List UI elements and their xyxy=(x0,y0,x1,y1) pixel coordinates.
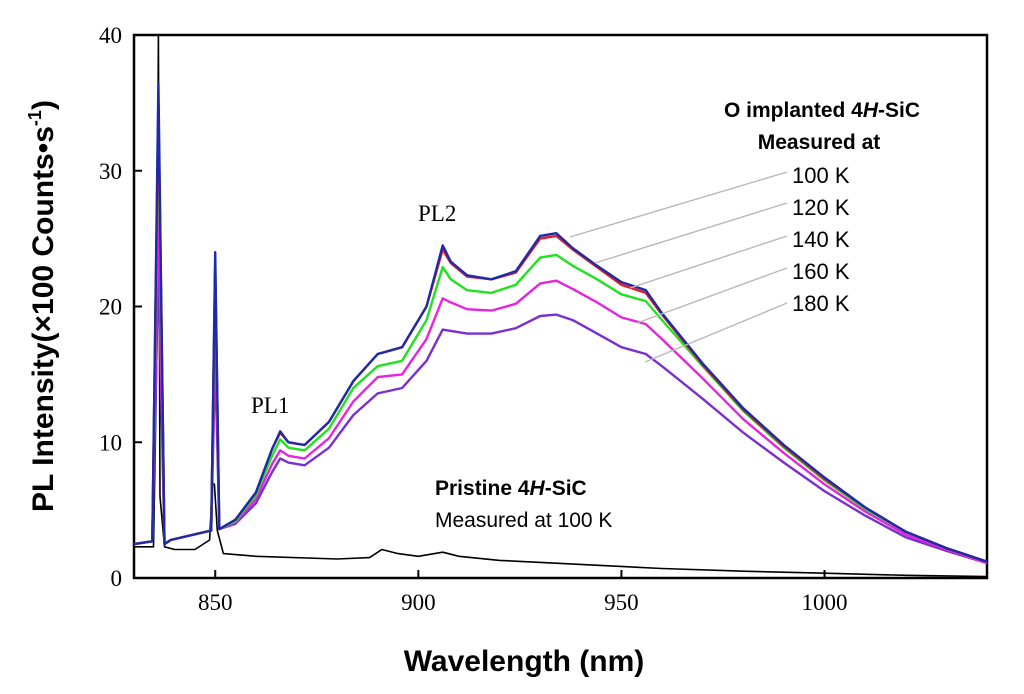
y-axis-title: PL Intensity(×100 Counts•s-1) xyxy=(25,100,60,512)
y-tick-label-0: 0 xyxy=(111,566,123,591)
y-tick-label-2: 20 xyxy=(99,295,122,320)
y-tick-label-4: 40 xyxy=(99,23,122,48)
series-line-100-k xyxy=(133,81,988,563)
y-tick-label-3: 30 xyxy=(99,159,122,184)
pristine-subtitle: Measured at 100 K xyxy=(435,509,612,532)
x-tick-label-0: 850 xyxy=(198,590,233,615)
leader-line-160k xyxy=(636,267,788,324)
annotation-pl2: PL2 xyxy=(418,201,456,226)
legend: O implanted 4H-SiC Measured at 100 K 120… xyxy=(724,99,920,316)
leader-line-120k xyxy=(594,202,788,264)
y-tick-label-1: 10 xyxy=(99,430,122,455)
pristine-label: Pristine 4H-SiC Measured at 100 K xyxy=(435,477,612,532)
leader-line-100k xyxy=(569,171,788,238)
x-tick-label-3: 1000 xyxy=(802,590,848,615)
legend-entry-140k: 140 K xyxy=(792,227,850,252)
ticks-group: 850 900 950 1000 0 10 20 30 40 xyxy=(99,23,848,615)
legend-leader-lines xyxy=(569,171,788,363)
series-group xyxy=(133,34,988,578)
x-axis-title: Wavelength (nm) xyxy=(404,645,645,678)
leader-line-180k xyxy=(644,302,788,363)
legend-entry-120k: 120 K xyxy=(792,195,850,220)
legend-title: O implanted 4H-SiC xyxy=(724,99,920,122)
legend-entry-100k: 100 K xyxy=(792,163,850,188)
x-tick-label-1: 900 xyxy=(401,590,436,615)
legend-entry-160k: 160 K xyxy=(792,259,850,284)
leader-line-140k xyxy=(629,235,788,289)
pristine-title: Pristine 4H-SiC xyxy=(435,477,587,500)
annotation-pl1: PL1 xyxy=(251,393,289,418)
x-tick-label-2: 950 xyxy=(604,590,639,615)
legend-subtitle: Measured at xyxy=(758,131,881,154)
legend-entry-180k: 180 K xyxy=(792,291,850,316)
